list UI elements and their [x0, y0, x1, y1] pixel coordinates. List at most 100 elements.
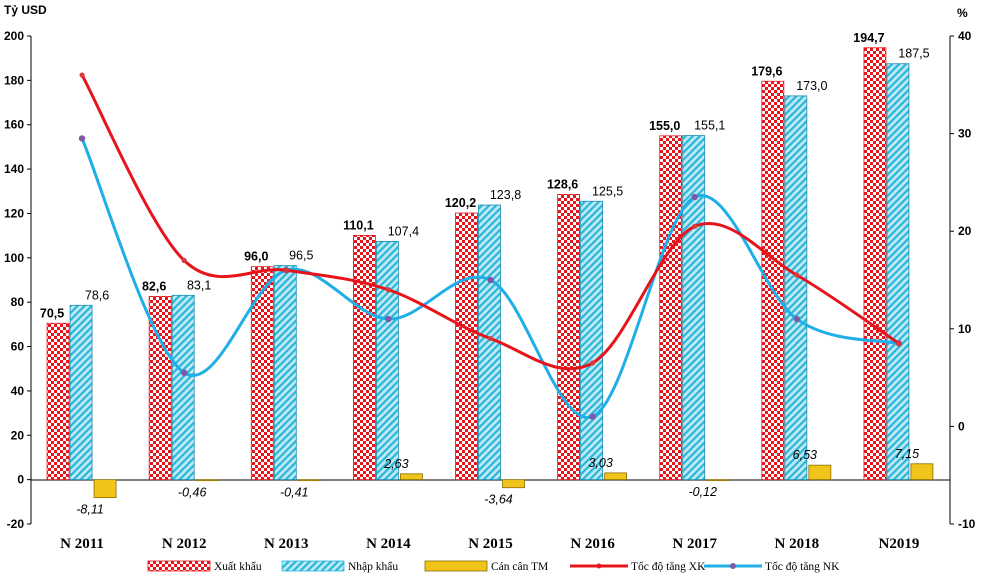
- bar-nhap-khau: [69, 304, 93, 481]
- bar-can-can-tm: [297, 479, 321, 482]
- legend-label-can-can-tm: Cán cân TM: [491, 561, 548, 573]
- label-nhap-khau: 125,5: [592, 184, 623, 198]
- bar-xuat-khau: [863, 47, 887, 481]
- point-toc-do-xk: [692, 223, 698, 229]
- point-toc-do-xk: [385, 287, 391, 293]
- bar-nhap-khau: [375, 241, 399, 481]
- point-toc-do-nk: [691, 193, 698, 201]
- label-nhap-khau: 78,6: [85, 288, 109, 302]
- label-xuat-khau: 194,7: [853, 31, 884, 45]
- bar-can-can-tm: [93, 479, 117, 499]
- y-left-tick-label: 100: [4, 251, 24, 265]
- bar-nhap-khau: [273, 265, 297, 481]
- label-nhap-khau: 96,5: [289, 249, 313, 263]
- bars: [46, 47, 934, 499]
- y-right-tick-label: 30: [958, 127, 972, 141]
- category-label: N 2015: [468, 536, 513, 552]
- bar-xuat-khau: [46, 322, 70, 481]
- label-nhap-khau: 187,5: [898, 47, 929, 61]
- y-left-tick-label: 40: [11, 384, 25, 398]
- label-can-can-tm: 6,53: [793, 448, 817, 462]
- bar-can-can-tm: [604, 472, 628, 481]
- y-right-tick-label: 40: [958, 29, 972, 43]
- legend-item-toc-do-xk: Tốc độ tăng XK: [570, 560, 706, 573]
- point-toc-do-xk: [283, 267, 289, 273]
- label-nhap-khau: 83,1: [187, 278, 211, 292]
- bar-nhap-khau: [580, 200, 604, 481]
- label-xuat-khau: 179,6: [751, 64, 782, 78]
- bar-can-can-tm: [910, 463, 934, 481]
- bar-can-can-tm: [706, 479, 730, 482]
- point-toc-do-nk: [487, 276, 494, 284]
- label-can-can-tm: 2,63: [383, 457, 408, 471]
- point-toc-do-nk: [78, 135, 86, 142]
- y-left-ticks: -20 0 20 40 60 80 100 120 140 160 180 200: [4, 29, 31, 531]
- bar-xuat-khau: [659, 135, 683, 481]
- bar-nhap-khau: [886, 63, 910, 481]
- legend-marker-xk: [596, 563, 602, 569]
- point-toc-do-nk: [180, 369, 188, 376]
- bar-can-can-tm: [399, 473, 423, 481]
- y-left-tick-label: 200: [4, 29, 24, 43]
- y-left-tick-label: 60: [11, 340, 25, 354]
- legend-label-toc-do-nk: Tốc độ tăng NK: [765, 560, 840, 573]
- y-left-tick-label: 120: [4, 206, 24, 220]
- legend-item-nhap-khau: Nhập khẩu: [281, 560, 398, 573]
- bar-xuat-khau: [557, 193, 581, 481]
- legend-item-can-can-tm: Cán cân TM: [424, 560, 548, 573]
- legend-swatch-can-can-tm: [424, 560, 488, 572]
- legend-marker-nk: [730, 563, 736, 569]
- legend-swatch-xuat-khau: [147, 560, 211, 572]
- label-can-can-tm: -0,46: [178, 486, 207, 500]
- label-can-can-tm: 3,03: [588, 456, 612, 470]
- bar-nhap-khau: [171, 294, 195, 481]
- label-can-can-tm: -3,64: [484, 493, 513, 507]
- y-left-tick-label: -20: [7, 517, 25, 531]
- y-left-tick-label: 80: [11, 295, 25, 309]
- category-label: N 2016: [570, 536, 615, 552]
- label-xuat-khau: 120,2: [445, 196, 476, 210]
- y-left-tick-label: 20: [11, 428, 25, 442]
- legend-label-nhap-khau: Nhập khẩu: [348, 560, 398, 573]
- label-xuat-khau: 128,6: [547, 177, 578, 191]
- point-toc-do-xk: [590, 360, 596, 366]
- category-label: N 2011: [60, 536, 104, 552]
- bar-can-can-tm: [808, 464, 832, 481]
- point-toc-do-nk: [589, 413, 596, 420]
- bar-xuat-khau: [352, 235, 376, 481]
- label-nhap-khau: 155,1: [694, 119, 725, 133]
- y-right-tick-label: 10: [958, 322, 972, 336]
- bar-nhap-khau: [784, 95, 808, 481]
- growth-lines: [78, 72, 903, 420]
- data-labels: 70,5 82,6 96,0 110,1 120,2 128,6 155,0 179,6 194…: [40, 31, 930, 517]
- label-xuat-khau: 155,0: [649, 119, 680, 133]
- label-can-can-tm: -0,41: [280, 486, 309, 500]
- category-label: N 2017: [672, 536, 717, 552]
- category-label: N 2014: [366, 536, 411, 552]
- bar-xuat-khau: [455, 212, 478, 481]
- point-toc-do-xk: [896, 340, 902, 347]
- bar-nhap-khau: [682, 135, 706, 481]
- category-label: N 2018: [775, 536, 820, 552]
- y-right-tick-label: 20: [958, 224, 972, 238]
- point-toc-do-xk: [794, 272, 800, 278]
- legend-swatch-nhap-khau: [281, 560, 345, 572]
- y-left-axis-label: Tỷ USD: [4, 3, 47, 17]
- label-can-can-tm: 7,15: [895, 447, 919, 461]
- label-xuat-khau: 70,5: [40, 306, 64, 320]
- point-toc-do-nk: [793, 315, 801, 323]
- y-left-tick-label: 180: [4, 73, 24, 87]
- label-can-can-tm: -0,12: [688, 485, 717, 499]
- y-right-ticks: -10 0 10 20 30 40: [950, 29, 976, 531]
- legend-label-toc-do-xk: Tốc độ tăng XK: [631, 560, 706, 573]
- label-nhap-khau: 173,0: [796, 79, 827, 93]
- bar-xuat-khau: [761, 80, 785, 481]
- bar-can-can-tm: [195, 479, 219, 482]
- point-toc-do-xk: [181, 257, 187, 264]
- y-left-tick-label: 140: [4, 162, 24, 176]
- legend-label-xuat-khau: Xuất khẩu: [214, 560, 262, 573]
- label-xuat-khau: 96,0: [244, 250, 268, 264]
- y-right-tick-label: 0: [958, 419, 965, 433]
- y-left-tick-label: 160: [4, 118, 24, 132]
